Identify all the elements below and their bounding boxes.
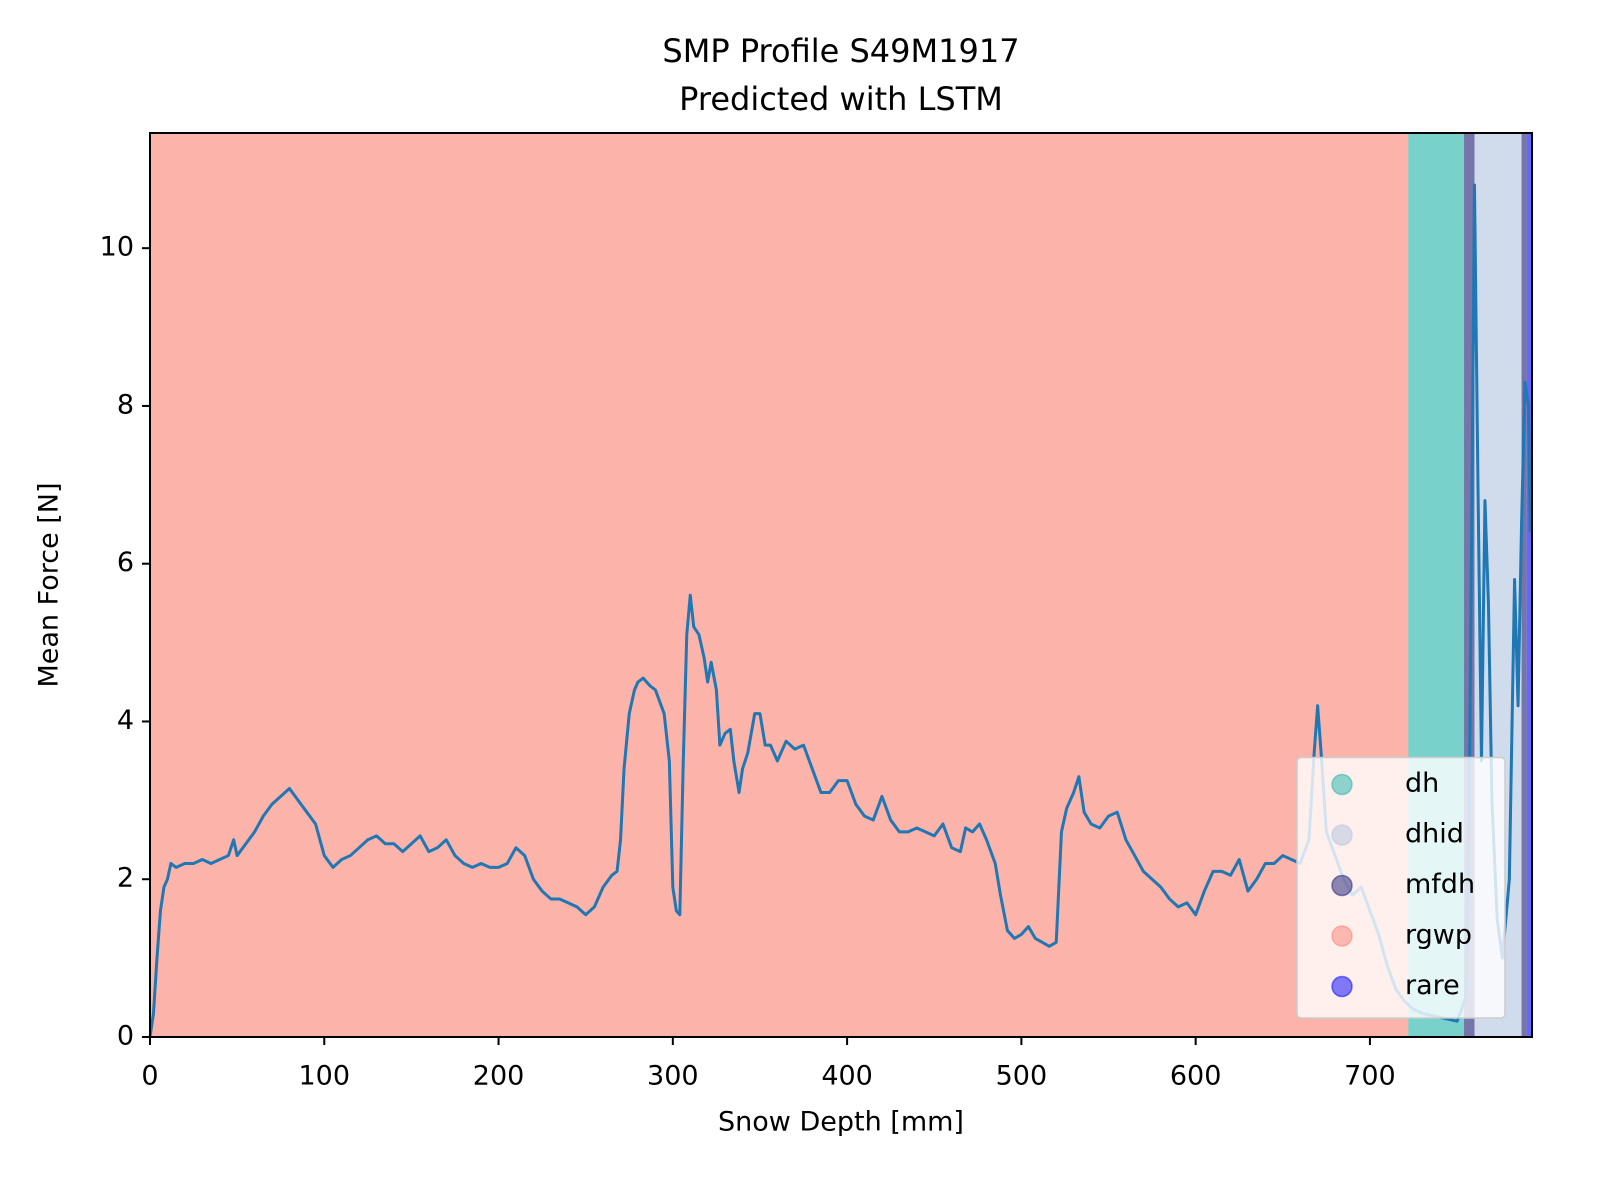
layer-band <box>1464 133 1475 1037</box>
x-tick-label: 300 <box>647 1061 699 1092</box>
x-tick-label: 400 <box>821 1061 873 1092</box>
legend-label: rare <box>1405 970 1460 1001</box>
legend-marker <box>1331 975 1353 998</box>
x-tick-label: 100 <box>299 1061 351 1092</box>
legend-box <box>1296 756 1506 1019</box>
legend-marker <box>1331 824 1353 846</box>
legend-label: mfdh <box>1405 869 1475 900</box>
y-tick-label: 4 <box>117 705 134 736</box>
legend-label: rgwp <box>1405 920 1472 951</box>
layer-band <box>1521 133 1527 1037</box>
x-axis-label: Snow Depth [mm] <box>718 1107 964 1138</box>
legend-label: dhid <box>1405 819 1464 850</box>
y-tick-label: 2 <box>117 863 134 894</box>
x-tick-label: 0 <box>141 1061 158 1092</box>
x-tick-label: 500 <box>996 1061 1048 1092</box>
chart-subtitle: Predicted with LSTM <box>679 80 1003 118</box>
legend-marker <box>1331 773 1353 796</box>
x-tick-label: 600 <box>1170 1061 1222 1092</box>
y-tick-label: 10 <box>100 232 134 263</box>
layer-band <box>1526 133 1532 1037</box>
y-tick-label: 0 <box>117 1021 134 1052</box>
x-tick-label: 700 <box>1344 1061 1396 1092</box>
legend-label: dh <box>1405 768 1439 799</box>
y-tick-label: 6 <box>117 547 134 578</box>
data-line <box>148 183 1532 1038</box>
layer-band <box>150 133 1409 1037</box>
legend-marker <box>1331 874 1353 897</box>
legend: dh dhid mfdh rgwp rare <box>1296 756 1506 1019</box>
x-tick-label: 200 <box>473 1061 525 1092</box>
legend-marker <box>1331 925 1353 947</box>
y-axis-label: Mean Force [N] <box>34 482 65 687</box>
chart-title: SMP Profile S49M1917 <box>662 32 1019 70</box>
plot-frame <box>149 132 1533 1038</box>
y-tick-label: 8 <box>117 389 134 420</box>
